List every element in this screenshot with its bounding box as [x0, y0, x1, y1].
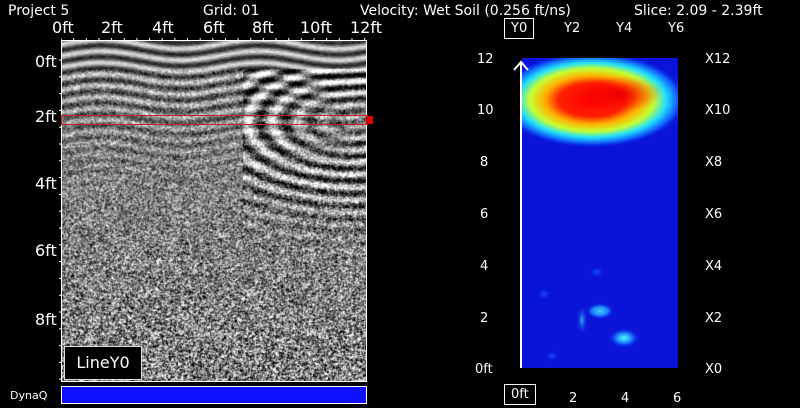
left-label-12: 12: [477, 52, 494, 67]
bottom-label-4[interactable]: 4: [621, 391, 630, 406]
x-tick-0: 0ft: [52, 18, 74, 37]
cscan-heatmap[interactable]: [522, 58, 678, 368]
left-label-2: 2: [480, 311, 489, 326]
left-label-10: 10: [477, 103, 494, 118]
radargram-bscan[interactable]: [61, 40, 367, 382]
right-label-x2[interactable]: X2: [705, 311, 723, 326]
slice-depth-handle[interactable]: [366, 116, 373, 124]
x-tick-4: 4ft: [152, 18, 174, 37]
depth-label-2: 2ft: [35, 107, 57, 126]
project-name: Project 5: [8, 3, 70, 19]
y-label-4[interactable]: Y4: [616, 21, 633, 36]
dynaq-label: DynaQ: [10, 389, 48, 402]
bottom-label-0[interactable]: 0ft: [504, 384, 536, 405]
left-label-6: 6: [480, 207, 489, 222]
slice-range-label: Slice: 2.09 - 2.39ft: [634, 3, 763, 19]
line-label: LineY0: [64, 346, 142, 380]
depth-label-6: 6ft: [35, 241, 57, 260]
bottom-label-2[interactable]: 2: [569, 391, 578, 406]
x-tick-8: 8ft: [252, 18, 274, 37]
y-label-2[interactable]: Y2: [564, 21, 581, 36]
y-label-0[interactable]: Y0: [504, 18, 535, 39]
up-arrow-icon: [513, 60, 529, 71]
depth-label-4: 4ft: [35, 174, 57, 193]
y-label-6[interactable]: Y6: [668, 21, 685, 36]
velocity-label[interactable]: Velocity: Wet Soil (0.256 ft/ns): [360, 3, 571, 19]
right-label-x6[interactable]: X6: [705, 207, 723, 222]
dynaq-bar[interactable]: [61, 386, 367, 404]
depth-label-8: 8ft: [35, 310, 57, 329]
right-label-x8[interactable]: X8: [705, 155, 723, 170]
right-label-x12[interactable]: X12: [705, 52, 731, 67]
right-label-x4[interactable]: X4: [705, 259, 723, 274]
left-label-8: 8: [480, 155, 489, 170]
left-label-4: 4: [480, 259, 489, 274]
right-label-x0[interactable]: X0: [705, 362, 723, 377]
right-label-x10[interactable]: X10: [705, 103, 731, 118]
slice-depth-line[interactable]: [61, 115, 367, 125]
left-label-0: 0ft: [475, 362, 493, 377]
depth-label-0: 0ft: [35, 52, 57, 71]
x-tick-2: 2ft: [101, 18, 123, 37]
grid-label: Grid: 01: [203, 3, 260, 19]
bottom-label-6[interactable]: 6: [673, 391, 682, 406]
x-tick-12: 12ft: [350, 18, 382, 37]
x-tick-10: 10ft: [300, 18, 332, 37]
vertical-axis-line: [520, 62, 522, 368]
x-tick-6: 6ft: [203, 18, 225, 37]
